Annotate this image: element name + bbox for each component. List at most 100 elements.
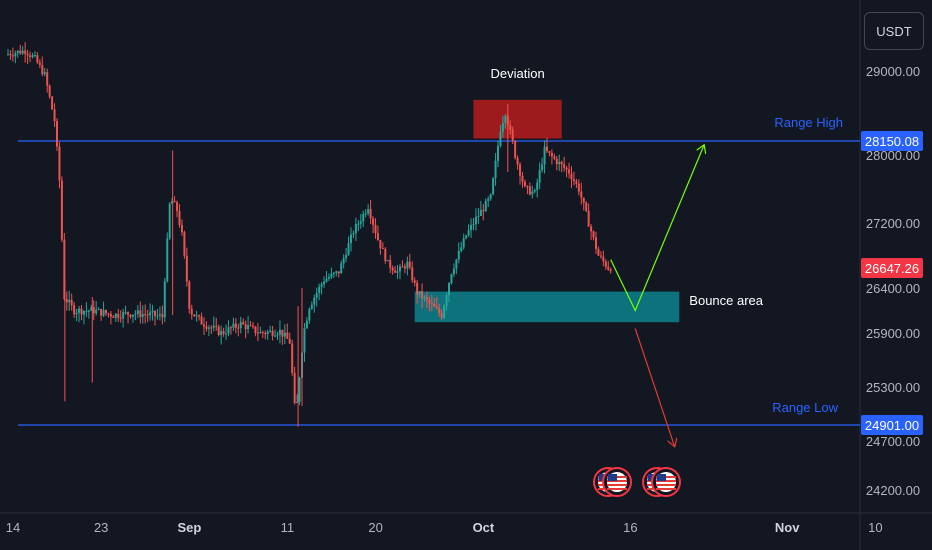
candle-body	[247, 325, 250, 330]
candle-body	[207, 327, 210, 329]
candle-body	[212, 325, 215, 328]
svg-text:28150.08: 28150.08	[865, 134, 919, 149]
candle-body	[163, 281, 166, 318]
candle-body	[509, 125, 512, 130]
candle-body	[607, 266, 610, 270]
candle-body	[141, 314, 144, 317]
candle-body	[65, 299, 68, 303]
candle-body	[36, 55, 39, 63]
candle-body	[234, 323, 237, 328]
candle-body	[80, 308, 83, 315]
time-tick-label: 23	[94, 520, 108, 535]
candle-body	[105, 310, 107, 314]
candle-body	[161, 314, 164, 318]
candle-body	[362, 213, 365, 222]
candle-body	[200, 316, 203, 325]
candle-body	[310, 304, 313, 309]
candle-body	[31, 55, 34, 57]
candle-body	[590, 226, 593, 232]
candle-body	[558, 161, 561, 165]
candle-body	[582, 197, 585, 203]
candle-body	[308, 308, 311, 321]
candle-body	[389, 260, 392, 268]
time-tick-label: Oct	[473, 520, 495, 535]
flag-stripe	[607, 488, 627, 490]
candle-body	[225, 333, 228, 335]
candle-body	[254, 326, 257, 333]
candle-body	[487, 198, 490, 201]
candle-body	[107, 313, 110, 315]
flag-stripe	[607, 484, 627, 486]
candle-body	[210, 327, 213, 329]
candle-body	[570, 173, 573, 180]
candle-body	[217, 326, 220, 336]
flag-canton	[608, 474, 617, 481]
candle-body	[345, 255, 348, 259]
candle-body	[482, 210, 485, 212]
candle-body	[286, 332, 289, 339]
candle-body	[359, 221, 362, 224]
candle-body	[587, 210, 590, 227]
time-tick-label: Sep	[177, 520, 201, 535]
candle-body	[452, 268, 455, 275]
price-tick-label: 24200.00	[866, 483, 920, 498]
candle-body	[305, 320, 308, 329]
candle-body	[538, 169, 541, 183]
candle-body	[479, 210, 482, 216]
candle-body	[274, 335, 277, 337]
candle-body	[259, 332, 262, 334]
candle-body	[11, 55, 14, 57]
candle-body	[16, 50, 19, 54]
candle-body	[372, 218, 375, 225]
candle-body	[455, 259, 458, 269]
candle-body	[592, 231, 595, 238]
candle-body	[195, 315, 198, 317]
candle-body	[146, 314, 149, 316]
quote-unit-label: USDT	[876, 23, 912, 39]
candle-body	[572, 179, 575, 182]
candle-body	[418, 291, 421, 295]
candle-body	[546, 146, 548, 152]
deviation-label: Deviation	[490, 66, 544, 81]
candle-body	[95, 309, 98, 314]
candle-body	[48, 85, 51, 97]
price-axis-ticks: 29000.00 28000.00 27200.00 26400.00 25900.00…	[866, 64, 920, 498]
candle-body	[575, 181, 578, 184]
candle-body	[408, 261, 411, 268]
candle-body	[320, 284, 323, 287]
flag-stripe	[656, 488, 676, 490]
candle-body	[249, 325, 252, 327]
candle-body	[283, 332, 286, 337]
events-layer[interactable]	[593, 467, 681, 497]
candle-body	[229, 327, 232, 329]
candle-body	[340, 263, 343, 274]
candle-body	[242, 322, 245, 325]
candle-body	[350, 234, 352, 244]
us-flag-event-icon[interactable]	[651, 467, 681, 497]
candle-body	[237, 327, 240, 329]
candle-body	[119, 317, 122, 319]
candle-body	[585, 202, 588, 211]
candle-body	[185, 255, 188, 282]
candle-body	[511, 129, 514, 142]
candle-body	[379, 240, 382, 249]
candle-body	[291, 343, 294, 373]
candle-body	[203, 324, 205, 327]
quote-unit-button[interactable]: USDT	[864, 12, 924, 50]
us-flag-event-icon[interactable]	[602, 467, 632, 497]
candle-body	[158, 314, 161, 316]
candle-body	[342, 258, 345, 264]
candle-body	[438, 308, 441, 313]
candle-body	[109, 313, 112, 317]
candle-body	[335, 271, 338, 273]
candle-body	[401, 266, 404, 268]
price-tick-label: 29000.00	[866, 64, 920, 79]
candle-body	[332, 272, 335, 274]
candle-body	[271, 330, 274, 336]
candle-body	[494, 160, 497, 179]
candle-body	[568, 169, 571, 174]
candle-body	[281, 329, 284, 337]
candle-body	[394, 270, 397, 273]
candle-body	[315, 292, 318, 298]
